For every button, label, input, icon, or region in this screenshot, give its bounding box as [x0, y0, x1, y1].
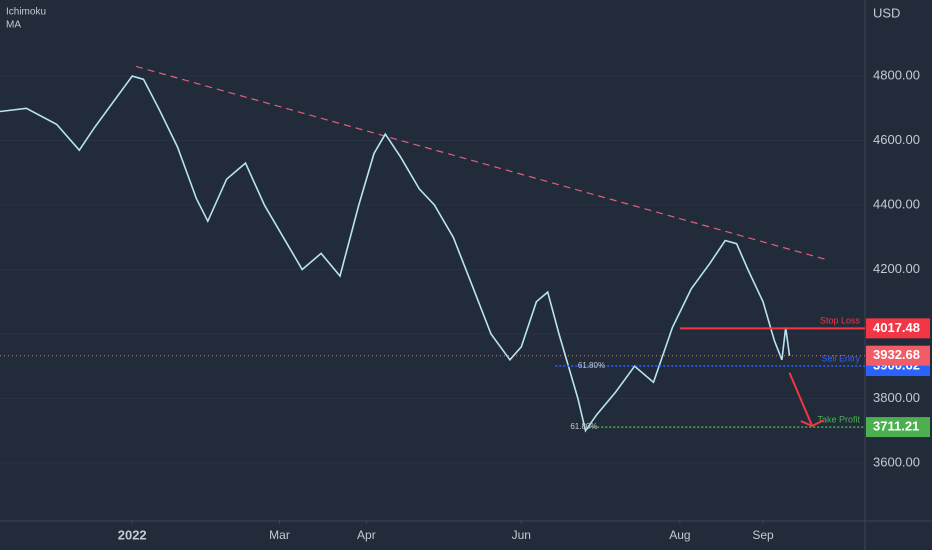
- x-tick-label: Aug: [669, 528, 690, 542]
- price-badge-label: 4017.48: [873, 320, 920, 335]
- y-tick-label: 3800.00: [873, 390, 920, 405]
- x-tick-label: Mar: [269, 528, 290, 542]
- x-tick-label: Jun: [512, 528, 531, 542]
- x-tick-label: 2022: [118, 527, 147, 542]
- indicator-label: MA: [6, 20, 21, 31]
- level-name: Take Profit: [817, 414, 860, 424]
- y-tick-label: 4200.00: [873, 261, 920, 276]
- fib-label: 61.80%: [578, 361, 605, 370]
- price-badge: [866, 318, 930, 339]
- y-tick-label: 3600.00: [873, 454, 920, 469]
- fib-label: 61.80%: [570, 422, 597, 431]
- price-badge-label: 3711.21: [873, 419, 919, 434]
- x-tick-label: Sep: [752, 528, 774, 542]
- level-name: Stop Loss: [820, 316, 861, 326]
- price-badge-label: 3932.68: [873, 347, 920, 362]
- x-tick-label: Apr: [357, 528, 376, 542]
- indicator-label: Ichimoku: [6, 7, 46, 18]
- y-tick-label: 4600.00: [873, 132, 920, 147]
- price-badge: [866, 417, 930, 438]
- y-tick-label: 4800.00: [873, 68, 920, 83]
- price-line: [0, 75, 791, 433]
- level-name: Sell Entry: [821, 353, 860, 363]
- y-tick-label: 4400.00: [873, 196, 920, 211]
- arrow: [788, 372, 824, 427]
- currency-label: USD: [873, 5, 900, 20]
- price-badge: [866, 345, 930, 366]
